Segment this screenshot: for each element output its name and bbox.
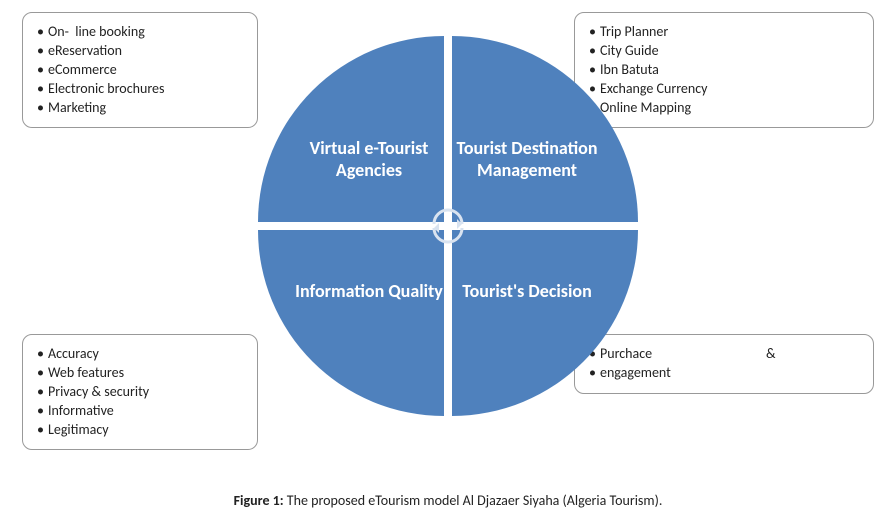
list-item: eCommerce	[37, 61, 243, 80]
quadrant-bottom-right: Tourist's Decision	[452, 230, 638, 416]
box-top-left: On- line bookingeReservationeCommerceEle…	[22, 12, 258, 128]
caption-label: Figure 1:	[234, 492, 284, 509]
list-item: Legitimacy	[37, 421, 243, 440]
quadrant-label: Virtual e-Tourist Agencies	[294, 137, 444, 182]
list-item: eReservation	[37, 42, 243, 61]
quadrant-top-left: Virtual e-Tourist Agencies	[258, 36, 444, 222]
caption-text: The proposed eTourism model Al Djazaer S…	[284, 492, 663, 509]
quadrant-top-right: Tourist Destination Management	[452, 36, 638, 222]
cycle-arrows-icon	[428, 206, 468, 246]
list-item: Marketing	[37, 99, 243, 118]
list-item: Accuracy	[37, 345, 243, 364]
list-item: Web features	[37, 364, 243, 383]
quadrant-label: Information Quality	[295, 280, 443, 303]
quadrant-bottom-left: Information Quality	[258, 230, 444, 416]
list-item: Electronic brochures	[37, 80, 243, 99]
quadrant-label: Tourist Destination Management	[452, 137, 602, 182]
list-item: Privacy & security	[37, 383, 243, 402]
quadrant-circle: Virtual e-Tourist Agencies Tourist Desti…	[258, 36, 638, 416]
list-item: Informative	[37, 402, 243, 421]
list-item: On- line booking	[37, 23, 243, 42]
diagram-canvas: On- line bookingeReservationeCommerceEle…	[0, 0, 896, 519]
figure-caption: Figure 1: The proposed eTourism model Al…	[0, 492, 896, 509]
box-bottom-left: AccuracyWeb featuresPrivacy & securityIn…	[22, 334, 258, 450]
quadrant-label: Tourist's Decision	[462, 280, 591, 303]
